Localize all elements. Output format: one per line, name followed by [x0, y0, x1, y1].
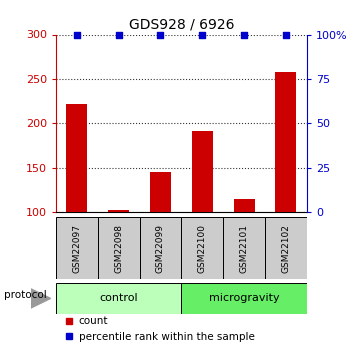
Bar [192, 131, 213, 212]
Polygon shape [31, 289, 51, 308]
Bar [98, 217, 140, 279]
Text: GSM22101: GSM22101 [240, 224, 249, 273]
Bar [66, 104, 87, 212]
Bar [108, 209, 129, 212]
Bar [234, 199, 255, 212]
Point [241, 32, 247, 37]
Bar [56, 217, 98, 279]
Bar [140, 217, 181, 279]
Point [199, 32, 205, 37]
Text: microgravity: microgravity [209, 294, 279, 303]
Legend: count, percentile rank within the sample: count, percentile rank within the sample [61, 312, 259, 345]
Bar [265, 217, 307, 279]
Text: GSM22097: GSM22097 [72, 224, 81, 273]
Bar [150, 172, 171, 212]
Text: GSM22098: GSM22098 [114, 224, 123, 273]
Text: protocol: protocol [4, 290, 46, 300]
Text: GSM22100: GSM22100 [198, 224, 207, 273]
Text: control: control [99, 294, 138, 303]
Bar [181, 283, 307, 314]
Text: GSM22099: GSM22099 [156, 224, 165, 273]
Point [283, 32, 289, 37]
Point [74, 32, 80, 37]
Point [158, 32, 164, 37]
Bar [275, 72, 296, 212]
Bar [181, 217, 223, 279]
Text: GSM22102: GSM22102 [282, 224, 291, 273]
Bar [56, 283, 181, 314]
Point [116, 32, 122, 37]
Bar [223, 217, 265, 279]
Title: GDS928 / 6926: GDS928 / 6926 [129, 18, 234, 32]
